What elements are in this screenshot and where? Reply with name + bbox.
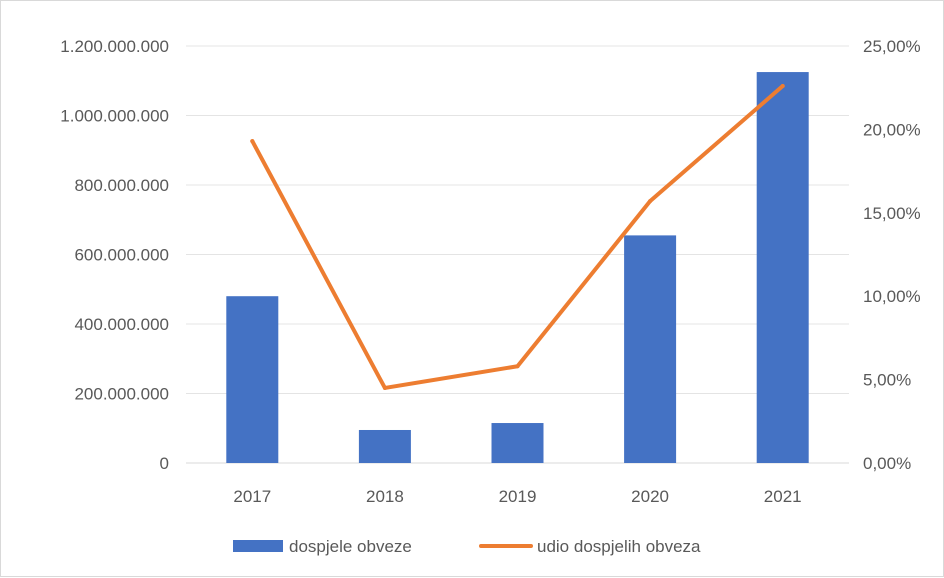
left-axis-tick-label: 800.000.000 [74, 176, 169, 195]
line-point-2017 [250, 139, 255, 144]
legend-label-bar: dospjele obveze [289, 537, 412, 556]
line-series [250, 84, 785, 390]
line-point-2019 [515, 364, 520, 369]
legend: dospjele obveze udio dospjelih obveza [233, 537, 701, 556]
bar-2019 [491, 423, 544, 463]
x-axis-tick-label: 2021 [764, 487, 802, 506]
bar-2021 [756, 72, 809, 463]
x-axis-ticks: 2017 2018 2019 2020 2021 [233, 487, 801, 506]
legend-label-line: udio dospjelih obveza [537, 537, 701, 556]
left-axis-tick-label: 200.000.000 [74, 385, 169, 404]
bar-2017 [226, 296, 279, 463]
x-axis-tick-label: 2018 [366, 487, 404, 506]
bar-series [226, 72, 809, 463]
left-axis-ticks: 0 200.000.000 400.000.000 600.000.000 800.00… [60, 37, 169, 473]
line-udio-dospjelih-obveza [250, 84, 785, 390]
right-axis-tick-label: 5,00% [863, 371, 911, 390]
legend-swatch-bar [233, 540, 283, 552]
left-axis-tick-label: 0 [160, 454, 169, 473]
left-axis-tick-label: 400.000.000 [74, 315, 169, 334]
x-axis-tick-label: 2019 [499, 487, 537, 506]
right-axis-tick-label: 0,00% [863, 454, 911, 473]
line-point-2020 [648, 199, 653, 204]
left-axis-tick-label: 1.200.000.000 [60, 37, 169, 56]
right-axis-tick-label: 15,00% [863, 204, 921, 223]
right-axis-tick-label: 20,00% [863, 120, 921, 139]
line-point-2021 [780, 84, 785, 89]
x-axis-tick-label: 2020 [631, 487, 669, 506]
right-axis-tick-label: 10,00% [863, 287, 921, 306]
left-axis-tick-label: 600.000.000 [74, 246, 169, 265]
right-axis-tick-label: 25,00% [863, 37, 921, 56]
gridlines [186, 45, 849, 464]
left-axis-tick-label: 1.000.000.000 [60, 107, 169, 126]
line-point-2018 [382, 385, 387, 390]
right-axis-ticks: 0,00% 5,00% 10,00% 15,00% 20,00% 25,00% [863, 37, 921, 473]
bar-2018 [358, 429, 411, 463]
x-axis-tick-label: 2017 [233, 487, 271, 506]
bar-2020 [624, 235, 677, 463]
